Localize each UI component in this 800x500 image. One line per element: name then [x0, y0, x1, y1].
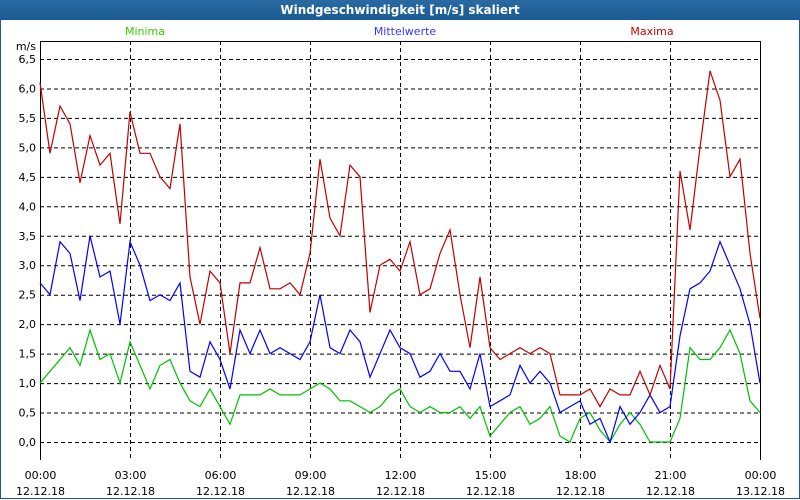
x-tick-date: 13.12.18 [736, 485, 785, 498]
series-line-mittelwerte [39, 235, 761, 444]
x-tick-time: 00:00 [745, 469, 777, 482]
y-tick-label: 2,5 [19, 289, 37, 302]
legend: Minima Mittelwerte Maxima [125, 25, 674, 38]
legend-maxima: Maxima [630, 25, 673, 38]
y-tick-label: 5,5 [19, 112, 37, 125]
x-tick-date: 12.12.18 [466, 485, 515, 498]
x-tick-date: 12.12.18 [646, 485, 695, 498]
y-tick-label: 4,0 [19, 200, 37, 213]
series-line-maxima [39, 70, 761, 408]
y-tick-label: 2,0 [19, 318, 37, 331]
grid [40, 41, 760, 460]
x-tick-time: 06:00 [205, 469, 237, 482]
x-tick-time: 18:00 [565, 469, 597, 482]
y-tick-label: 0,5 [19, 407, 37, 420]
x-tick-date: 12.12.18 [106, 485, 155, 498]
y-tick-label: 5,0 [19, 141, 37, 154]
legend-mittelwerte: Mittelwerte [374, 25, 437, 38]
y-axis-unit: m/s [16, 40, 36, 53]
x-tick-date: 12.12.18 [556, 485, 605, 498]
x-tick-date: 12.12.18 [196, 485, 245, 498]
y-tick-label: 1,5 [19, 348, 37, 361]
x-tick-time: 15:00 [475, 469, 507, 482]
series-lines [39, 70, 761, 444]
x-tick-date: 12.12.18 [16, 485, 65, 498]
x-tick-time: 21:00 [655, 469, 687, 482]
y-tick-label: 1,0 [19, 377, 37, 390]
x-tick-time: 00:00 [25, 469, 57, 482]
y-tick-label: 0,0 [19, 436, 37, 449]
window-title: Windgeschwindigkeit [m/s] skaliert [0, 0, 800, 20]
y-tick-label: 3,5 [19, 230, 37, 243]
axis-labels: 0,0 0,5 1,0 1,5 2,0 2,5 3,0 3,5 4,0 4,5 5,0 5,5 6,0 6… [16, 40, 785, 498]
x-tick-time: 12:00 [385, 469, 417, 482]
y-tick-label: 3,0 [19, 259, 37, 272]
x-tick-date: 12.12.18 [286, 485, 335, 498]
y-tick-label: 6,5 [19, 53, 37, 66]
series-line-minima [39, 327, 761, 444]
legend-minima: Minima [125, 25, 165, 38]
y-tick-label: 6,0 [19, 82, 37, 95]
x-tick-time: 03:00 [115, 469, 147, 482]
y-tick-label: 4,5 [19, 171, 37, 184]
x-tick-date: 12.12.18 [376, 485, 425, 498]
axes [40, 41, 761, 460]
x-tick-time: 09:00 [295, 469, 327, 482]
